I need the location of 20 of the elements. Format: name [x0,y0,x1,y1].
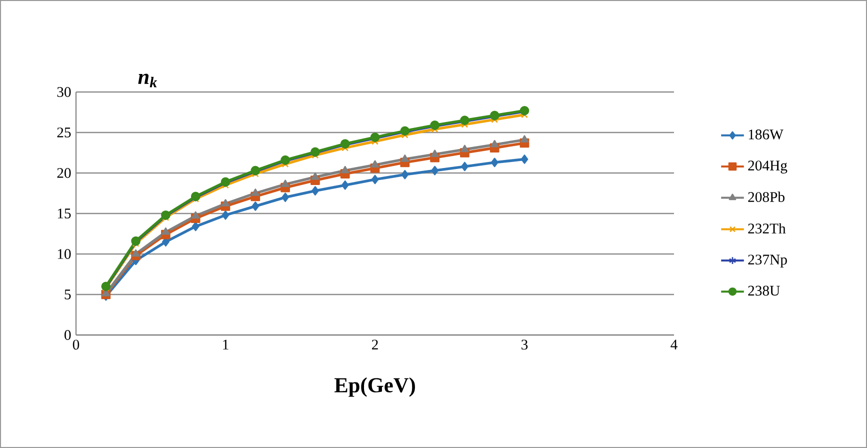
y-tick-label: 5 [64,290,71,300]
y-tick-label: 10 [58,249,71,259]
legend-label: 208Pb [748,192,784,202]
legend-label: 232Th [748,223,786,234]
y-axis-title: n$_{k}$ [138,74,157,88]
legend-label: 186W [748,130,784,140]
x-tick-label: 4 [670,340,678,350]
y-tick-label: 15 [58,208,71,218]
y-tick-label: 25 [57,128,71,138]
x-axis-title: Ep(GeV) [334,377,415,397]
y-tick-label: 20 [57,168,71,178]
legend-label: 238U [748,286,780,296]
x-tick-label: 0 [72,340,80,350]
legend-label: 204Hg [748,160,788,174]
y-tick-label: 30 [57,87,71,97]
y-tick-label: 0 [64,330,71,340]
x-tick-label: 2 [372,340,378,350]
legend-label: 237Np [748,254,787,268]
x-tick-label: 1 [223,340,228,350]
x-tick-label: 3 [522,340,528,350]
